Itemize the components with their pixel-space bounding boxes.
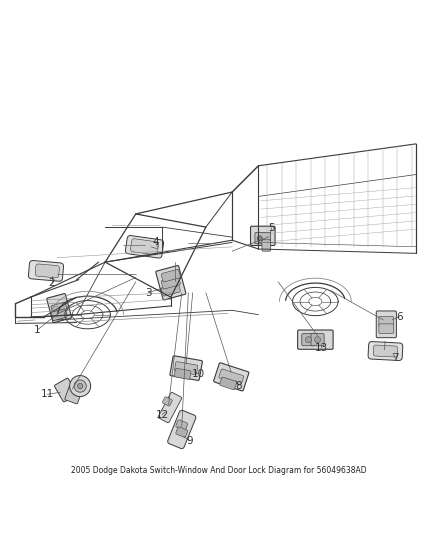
FancyBboxPatch shape	[174, 368, 191, 379]
FancyBboxPatch shape	[28, 261, 64, 281]
FancyBboxPatch shape	[158, 392, 182, 423]
FancyBboxPatch shape	[161, 269, 180, 282]
Text: 8: 8	[235, 381, 242, 391]
FancyBboxPatch shape	[131, 239, 159, 255]
Text: 1: 1	[34, 325, 41, 335]
FancyBboxPatch shape	[379, 317, 394, 326]
FancyBboxPatch shape	[174, 361, 198, 375]
Text: 2: 2	[48, 278, 55, 288]
FancyBboxPatch shape	[297, 330, 333, 349]
Circle shape	[305, 336, 311, 343]
FancyBboxPatch shape	[368, 342, 403, 360]
Circle shape	[314, 336, 321, 343]
FancyBboxPatch shape	[219, 369, 244, 385]
FancyBboxPatch shape	[65, 385, 82, 404]
FancyBboxPatch shape	[168, 410, 196, 449]
FancyBboxPatch shape	[176, 420, 188, 430]
FancyBboxPatch shape	[161, 284, 180, 296]
FancyBboxPatch shape	[376, 311, 396, 338]
FancyBboxPatch shape	[35, 264, 60, 278]
FancyBboxPatch shape	[379, 324, 394, 334]
FancyBboxPatch shape	[125, 236, 164, 258]
FancyBboxPatch shape	[51, 302, 67, 314]
Circle shape	[74, 380, 86, 392]
Text: 5: 5	[268, 223, 275, 233]
FancyBboxPatch shape	[170, 356, 202, 381]
FancyBboxPatch shape	[219, 377, 237, 390]
FancyBboxPatch shape	[51, 309, 67, 320]
FancyBboxPatch shape	[262, 240, 271, 251]
Text: 3: 3	[145, 288, 152, 298]
FancyBboxPatch shape	[373, 345, 398, 357]
Text: 4: 4	[152, 237, 159, 247]
Text: 2005 Dodge Dakota Switch-Window And Door Lock Diagram for 56049638AD: 2005 Dodge Dakota Switch-Window And Door…	[71, 465, 367, 474]
Text: 13: 13	[315, 343, 328, 353]
Text: 10: 10	[191, 369, 205, 379]
FancyBboxPatch shape	[162, 397, 172, 406]
FancyBboxPatch shape	[311, 334, 324, 346]
FancyBboxPatch shape	[54, 378, 77, 402]
Circle shape	[257, 236, 262, 241]
FancyBboxPatch shape	[302, 334, 315, 346]
Circle shape	[78, 383, 83, 389]
FancyBboxPatch shape	[255, 232, 271, 244]
Text: 6: 6	[396, 312, 403, 322]
FancyBboxPatch shape	[156, 265, 186, 300]
FancyBboxPatch shape	[251, 226, 275, 246]
FancyBboxPatch shape	[176, 427, 188, 438]
Text: 7: 7	[392, 353, 399, 364]
Text: 11: 11	[41, 390, 54, 399]
Text: 12: 12	[155, 409, 169, 419]
FancyBboxPatch shape	[47, 294, 71, 322]
Text: 9: 9	[186, 436, 193, 446]
FancyBboxPatch shape	[161, 277, 180, 289]
Circle shape	[70, 376, 91, 397]
FancyBboxPatch shape	[214, 363, 249, 391]
